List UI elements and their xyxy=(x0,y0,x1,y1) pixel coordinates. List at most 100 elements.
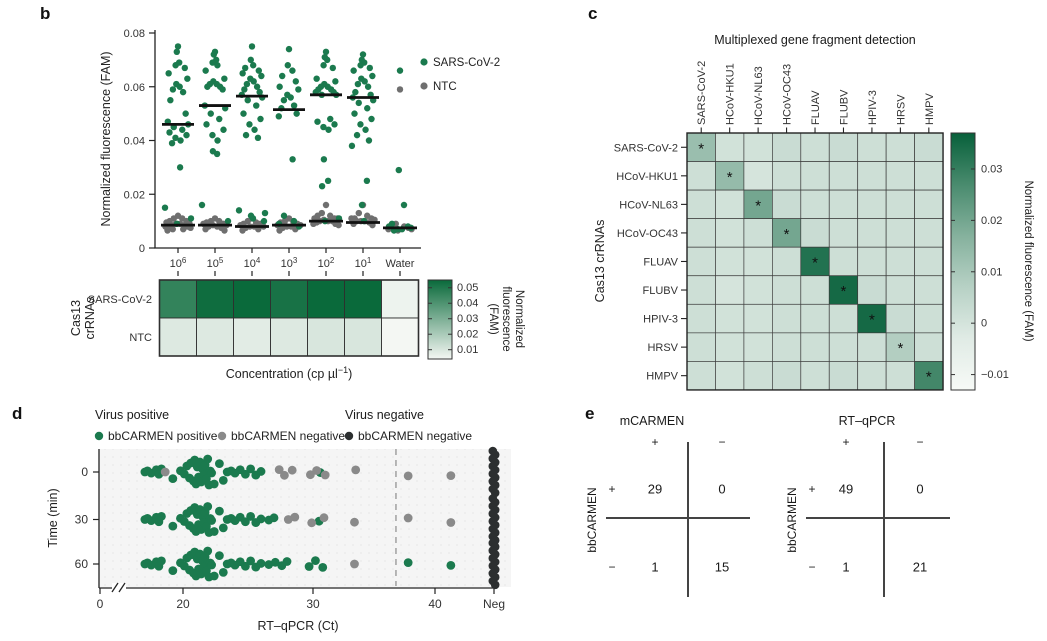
data-point-sars xyxy=(369,72,376,80)
col-label: HCoV-OC43 xyxy=(782,64,794,125)
heatmap-cell xyxy=(771,189,802,220)
matrix-value: 29 xyxy=(647,481,663,497)
heatmap-cell xyxy=(914,275,944,305)
colorbar-label: Normalizedfluorescence(FAM) xyxy=(487,286,525,351)
data-point-negative xyxy=(446,471,456,480)
data-point-sars xyxy=(314,118,321,125)
data-point-sars xyxy=(220,126,227,133)
heatmap-cell xyxy=(914,189,944,220)
col-label: HCoV-HKU1 xyxy=(725,63,737,125)
heatmap-cell xyxy=(771,275,802,305)
data-point-sars xyxy=(248,43,256,50)
y-tick-label: 0.06 xyxy=(124,82,145,94)
heatmap-cell xyxy=(270,279,308,319)
data-point-sars xyxy=(253,102,260,109)
data-point-negative xyxy=(350,517,359,527)
heatmap-cell xyxy=(686,218,716,248)
data-point-sars xyxy=(313,75,320,82)
col-sign: − xyxy=(718,435,726,449)
col-label: HPIV-3 xyxy=(867,90,879,125)
panel-b-chart: 0 0.02 0.04 0.06 0.08 Normalized fluorescence… xyxy=(69,28,525,381)
tick-base: 10 xyxy=(244,258,256,270)
data-point-sars xyxy=(242,64,249,72)
data-point-sars xyxy=(368,115,375,123)
panel-e: mCARMEN + − bbCARMEN + − 29 0 1 15 RT–qP… xyxy=(580,400,1047,641)
data-point-positive xyxy=(256,467,266,476)
matrix-value: 0 xyxy=(718,481,726,497)
panel-d-chart: Virus positive bbCARMEN positive bbCARMEN … xyxy=(46,408,511,633)
heatmap-cell xyxy=(715,189,745,220)
cell-star: * xyxy=(841,283,847,300)
y-tick-label: 0.08 xyxy=(124,28,145,40)
x-tick-label: 30 xyxy=(306,597,320,611)
legend-dot xyxy=(344,431,354,441)
heatmap-cell xyxy=(828,303,859,334)
data-point-positive xyxy=(215,506,224,516)
heatmap-cell xyxy=(159,279,197,319)
data-point-sars xyxy=(250,78,257,85)
legend-label: bbCARMEN negative xyxy=(231,429,345,443)
data-point-positive xyxy=(246,512,256,521)
x-tick-label: 20 xyxy=(176,597,190,611)
legend-dot xyxy=(94,431,104,441)
data-point-sars xyxy=(179,126,186,133)
tspan: ) xyxy=(348,367,352,381)
colorbar-tick-label: 0.03 xyxy=(981,163,1002,175)
data-point-sars xyxy=(350,67,357,74)
colorbar-tick-label: 0.01 xyxy=(981,266,1002,278)
tspan: −1 xyxy=(338,365,348,375)
heatmap-cell xyxy=(233,317,271,357)
tick-sup: 6 xyxy=(182,256,187,265)
heatmap-cell xyxy=(914,303,944,334)
col-sign: + xyxy=(842,435,850,449)
data-point-negative xyxy=(306,470,315,480)
data-point-positive xyxy=(218,568,228,577)
axis-break xyxy=(118,582,126,593)
data-point-sars xyxy=(166,129,173,136)
y-axis-label: Normalized fluorescence (FAM) xyxy=(99,51,113,226)
legend-dot xyxy=(420,58,428,66)
tick-base: 10 xyxy=(318,258,330,270)
data-point-sars xyxy=(257,115,264,123)
heatmap-cell xyxy=(743,246,773,277)
data-point-sars xyxy=(364,83,372,90)
data-point-sars xyxy=(354,80,362,88)
heatmap-cell xyxy=(233,279,271,319)
data-point-sars xyxy=(279,72,286,80)
x-tick-label: Neg xyxy=(483,597,505,611)
data-point-positive xyxy=(282,557,292,566)
data-point-sars xyxy=(358,201,366,209)
data-point-sars xyxy=(219,86,226,93)
data-point-ntc xyxy=(355,209,362,217)
heatmap-cell xyxy=(885,303,915,334)
row-label: HCoV-OC43 xyxy=(617,228,678,240)
heatmap-cell xyxy=(196,317,234,357)
y-tick-label: 0 xyxy=(81,465,88,479)
heatmap-cell xyxy=(857,275,887,305)
data-point-positive xyxy=(246,556,256,566)
row-label: SARS-CoV-2 xyxy=(88,294,152,306)
heatmap-cell xyxy=(771,161,802,191)
matrix-hline xyxy=(806,517,950,519)
data-point-positive xyxy=(168,474,178,483)
x-tick-label: 40 xyxy=(428,597,442,611)
heatmap-cell xyxy=(885,132,915,162)
panel-label-b: b xyxy=(40,4,51,23)
heatmap-cell xyxy=(686,303,716,334)
heatmap-cell xyxy=(857,303,887,334)
heatmap-cell xyxy=(771,132,802,162)
data-point-sars xyxy=(174,43,182,50)
data-point-sars xyxy=(290,217,298,225)
colorbar-tick-label: 0 xyxy=(981,318,987,330)
data-point-positive xyxy=(318,562,328,572)
data-point-sars xyxy=(318,182,326,190)
matrix-value: 0 xyxy=(916,481,924,497)
heatmap-cell xyxy=(914,332,944,362)
row-label: NTC xyxy=(129,332,152,344)
data-point-positive xyxy=(269,513,279,523)
heatmap-cell xyxy=(686,332,716,362)
data-point-neg-control xyxy=(490,580,500,590)
heatmap-cell xyxy=(715,132,745,162)
data-point-negative xyxy=(403,513,413,523)
x-tick-label: 104 xyxy=(244,256,261,270)
